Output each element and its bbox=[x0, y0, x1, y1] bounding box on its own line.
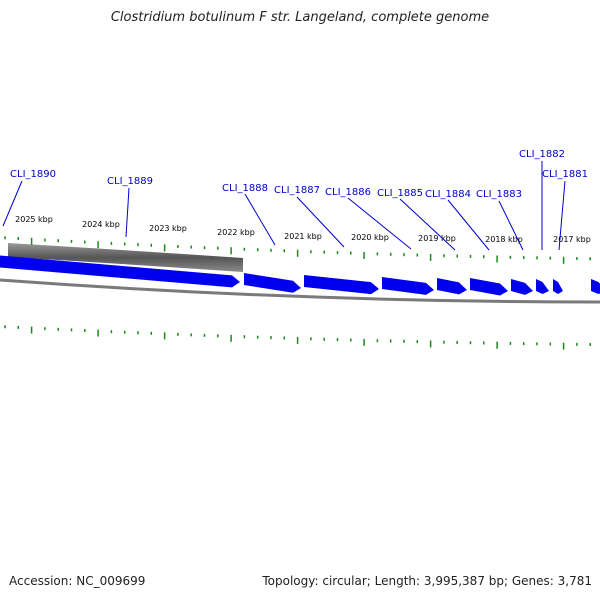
gene-arrow[interactable] bbox=[304, 275, 379, 295]
scale-label: 2022 kbp bbox=[217, 228, 255, 237]
gene-label[interactable]: CLI_1883 bbox=[476, 189, 522, 200]
gene-arrow[interactable] bbox=[553, 279, 563, 294]
gene-label[interactable]: CLI_1882 bbox=[519, 149, 565, 160]
gene-arrow[interactable] bbox=[470, 278, 508, 296]
gene-label[interactable]: CLI_1885 bbox=[377, 188, 423, 199]
gene-leader-line bbox=[296, 196, 345, 248]
gene-leader-line bbox=[447, 199, 490, 251]
gene-arrow[interactable] bbox=[437, 278, 467, 295]
genome-backbone bbox=[0, 278, 600, 304]
gene-labels: CLI_1890 CLI_1889 CLI_1888 CLI_1887 CLI_1886… bbox=[10, 149, 588, 200]
gene-label[interactable]: CLI_1884 bbox=[425, 189, 471, 200]
outer-tick-row bbox=[4, 236, 591, 264]
scale-label: 2025 kbp bbox=[15, 215, 53, 224]
gene-label[interactable]: CLI_1881 bbox=[542, 169, 588, 180]
gene-label[interactable]: CLI_1888 bbox=[222, 183, 268, 194]
gene-arrow[interactable] bbox=[244, 273, 301, 293]
gene-leader-line bbox=[244, 193, 276, 246]
inner-tick-row bbox=[4, 325, 591, 350]
genome-title: Clostridium botulinum F str. Langeland, … bbox=[110, 10, 490, 25]
scale-labels: 2025 kbp 2024 kbp 2023 kbp 2022 kbp 2021 kbp… bbox=[15, 215, 591, 244]
scale-label: 2023 kbp bbox=[149, 224, 187, 233]
scale-label: 2020 kbp bbox=[351, 233, 389, 242]
gene-label[interactable]: CLI_1890 bbox=[10, 169, 56, 180]
accession-label: Accession: NC_009699 bbox=[9, 574, 146, 588]
gene-track bbox=[0, 255, 600, 296]
topology-summary: Topology: circular; Length: 3,995,387 bp… bbox=[262, 574, 592, 588]
gene-arrow[interactable] bbox=[536, 279, 549, 294]
scale-label: 2017 kbp bbox=[553, 235, 591, 244]
gene-arrow[interactable] bbox=[591, 279, 600, 294]
gene-label[interactable]: CLI_1887 bbox=[274, 185, 320, 196]
gene-label[interactable]: CLI_1889 bbox=[107, 176, 153, 187]
gene-leader-line bbox=[558, 180, 566, 251]
gene-arrow[interactable] bbox=[382, 277, 434, 295]
scale-label: 2024 kbp bbox=[82, 220, 120, 229]
gene-leader-line bbox=[399, 198, 456, 251]
gene-leader-line bbox=[347, 197, 412, 250]
gene-leader-line bbox=[2, 180, 23, 227]
gene-arrow[interactable] bbox=[0, 255, 240, 288]
gene-arrow[interactable] bbox=[511, 279, 533, 295]
selection-highlight[interactable] bbox=[8, 243, 243, 272]
gene-leader-line bbox=[498, 200, 524, 251]
scale-label: 2019 kbp bbox=[418, 234, 456, 243]
scale-label: 2021 kbp bbox=[284, 232, 322, 241]
gene-label[interactable]: CLI_1886 bbox=[325, 187, 371, 198]
label-leaders bbox=[2, 161, 566, 251]
scale-label: 2018 kbp bbox=[485, 235, 523, 244]
gene-leader-line bbox=[125, 187, 130, 238]
